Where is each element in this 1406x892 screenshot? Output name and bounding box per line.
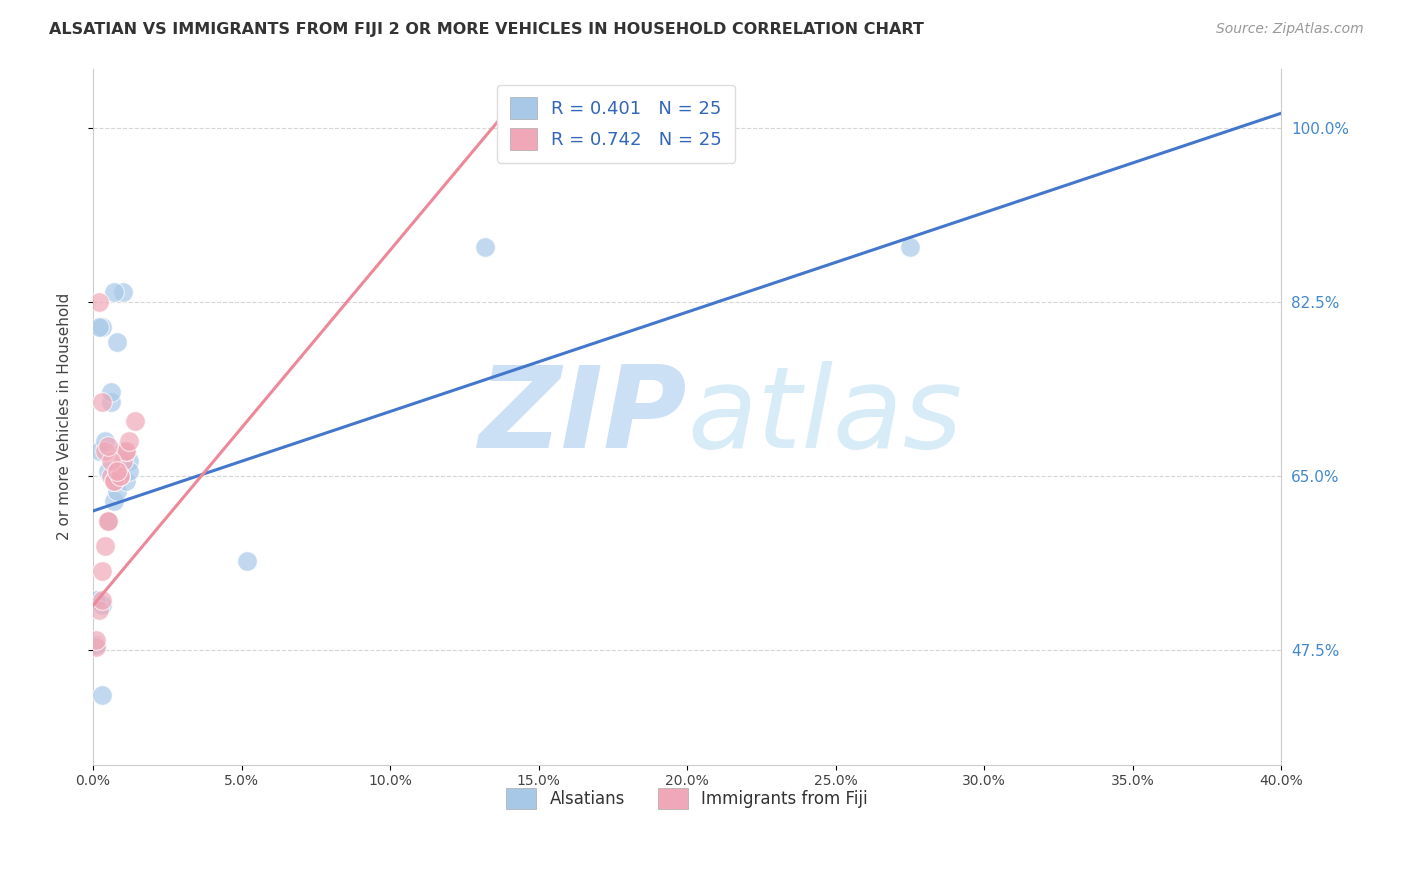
- Point: [474, 240, 496, 254]
- Point: [97, 439, 120, 453]
- Y-axis label: 2 or more Vehicles in Household: 2 or more Vehicles in Household: [58, 293, 72, 541]
- Point: [94, 444, 117, 458]
- Point: [118, 464, 141, 478]
- Point: [108, 469, 131, 483]
- Point: [105, 464, 128, 478]
- Point: [90, 394, 112, 409]
- Point: [87, 320, 110, 334]
- Text: Source: ZipAtlas.com: Source: ZipAtlas.com: [1216, 22, 1364, 37]
- Point: [90, 599, 112, 613]
- Point: [236, 554, 259, 568]
- Point: [103, 285, 125, 300]
- Point: [103, 474, 125, 488]
- Point: [108, 469, 131, 483]
- Point: [97, 464, 120, 478]
- Point: [103, 474, 125, 488]
- Point: [84, 593, 107, 607]
- Point: [105, 484, 128, 499]
- Point: [90, 688, 112, 702]
- Point: [97, 514, 120, 528]
- Point: [90, 564, 112, 578]
- Point: [94, 434, 117, 449]
- Point: [111, 285, 134, 300]
- Point: [105, 334, 128, 349]
- Point: [100, 394, 122, 409]
- Point: [87, 295, 110, 310]
- Point: [84, 638, 107, 652]
- Point: [97, 514, 120, 528]
- Point: [100, 469, 122, 483]
- Text: atlas: atlas: [688, 361, 962, 472]
- Point: [118, 434, 141, 449]
- Point: [90, 593, 112, 607]
- Point: [118, 454, 141, 468]
- Point: [111, 454, 134, 468]
- Point: [87, 603, 110, 617]
- Point: [105, 464, 128, 478]
- Point: [114, 444, 136, 458]
- Point: [90, 320, 112, 334]
- Point: [97, 514, 120, 528]
- Point: [898, 240, 921, 254]
- Point: [94, 539, 117, 553]
- Point: [87, 444, 110, 458]
- Point: [100, 454, 122, 468]
- Point: [111, 444, 134, 458]
- Point: [84, 633, 107, 648]
- Point: [114, 444, 136, 458]
- Legend: Alsatians, Immigrants from Fiji: Alsatians, Immigrants from Fiji: [499, 781, 875, 815]
- Point: [114, 474, 136, 488]
- Point: [108, 464, 131, 478]
- Point: [100, 384, 122, 399]
- Text: ALSATIAN VS IMMIGRANTS FROM FIJI 2 OR MORE VEHICLES IN HOUSEHOLD CORRELATION CHA: ALSATIAN VS IMMIGRANTS FROM FIJI 2 OR MO…: [49, 22, 924, 37]
- Point: [124, 415, 146, 429]
- Point: [103, 494, 125, 508]
- Text: ZIP: ZIP: [478, 361, 688, 472]
- Point: [84, 640, 107, 655]
